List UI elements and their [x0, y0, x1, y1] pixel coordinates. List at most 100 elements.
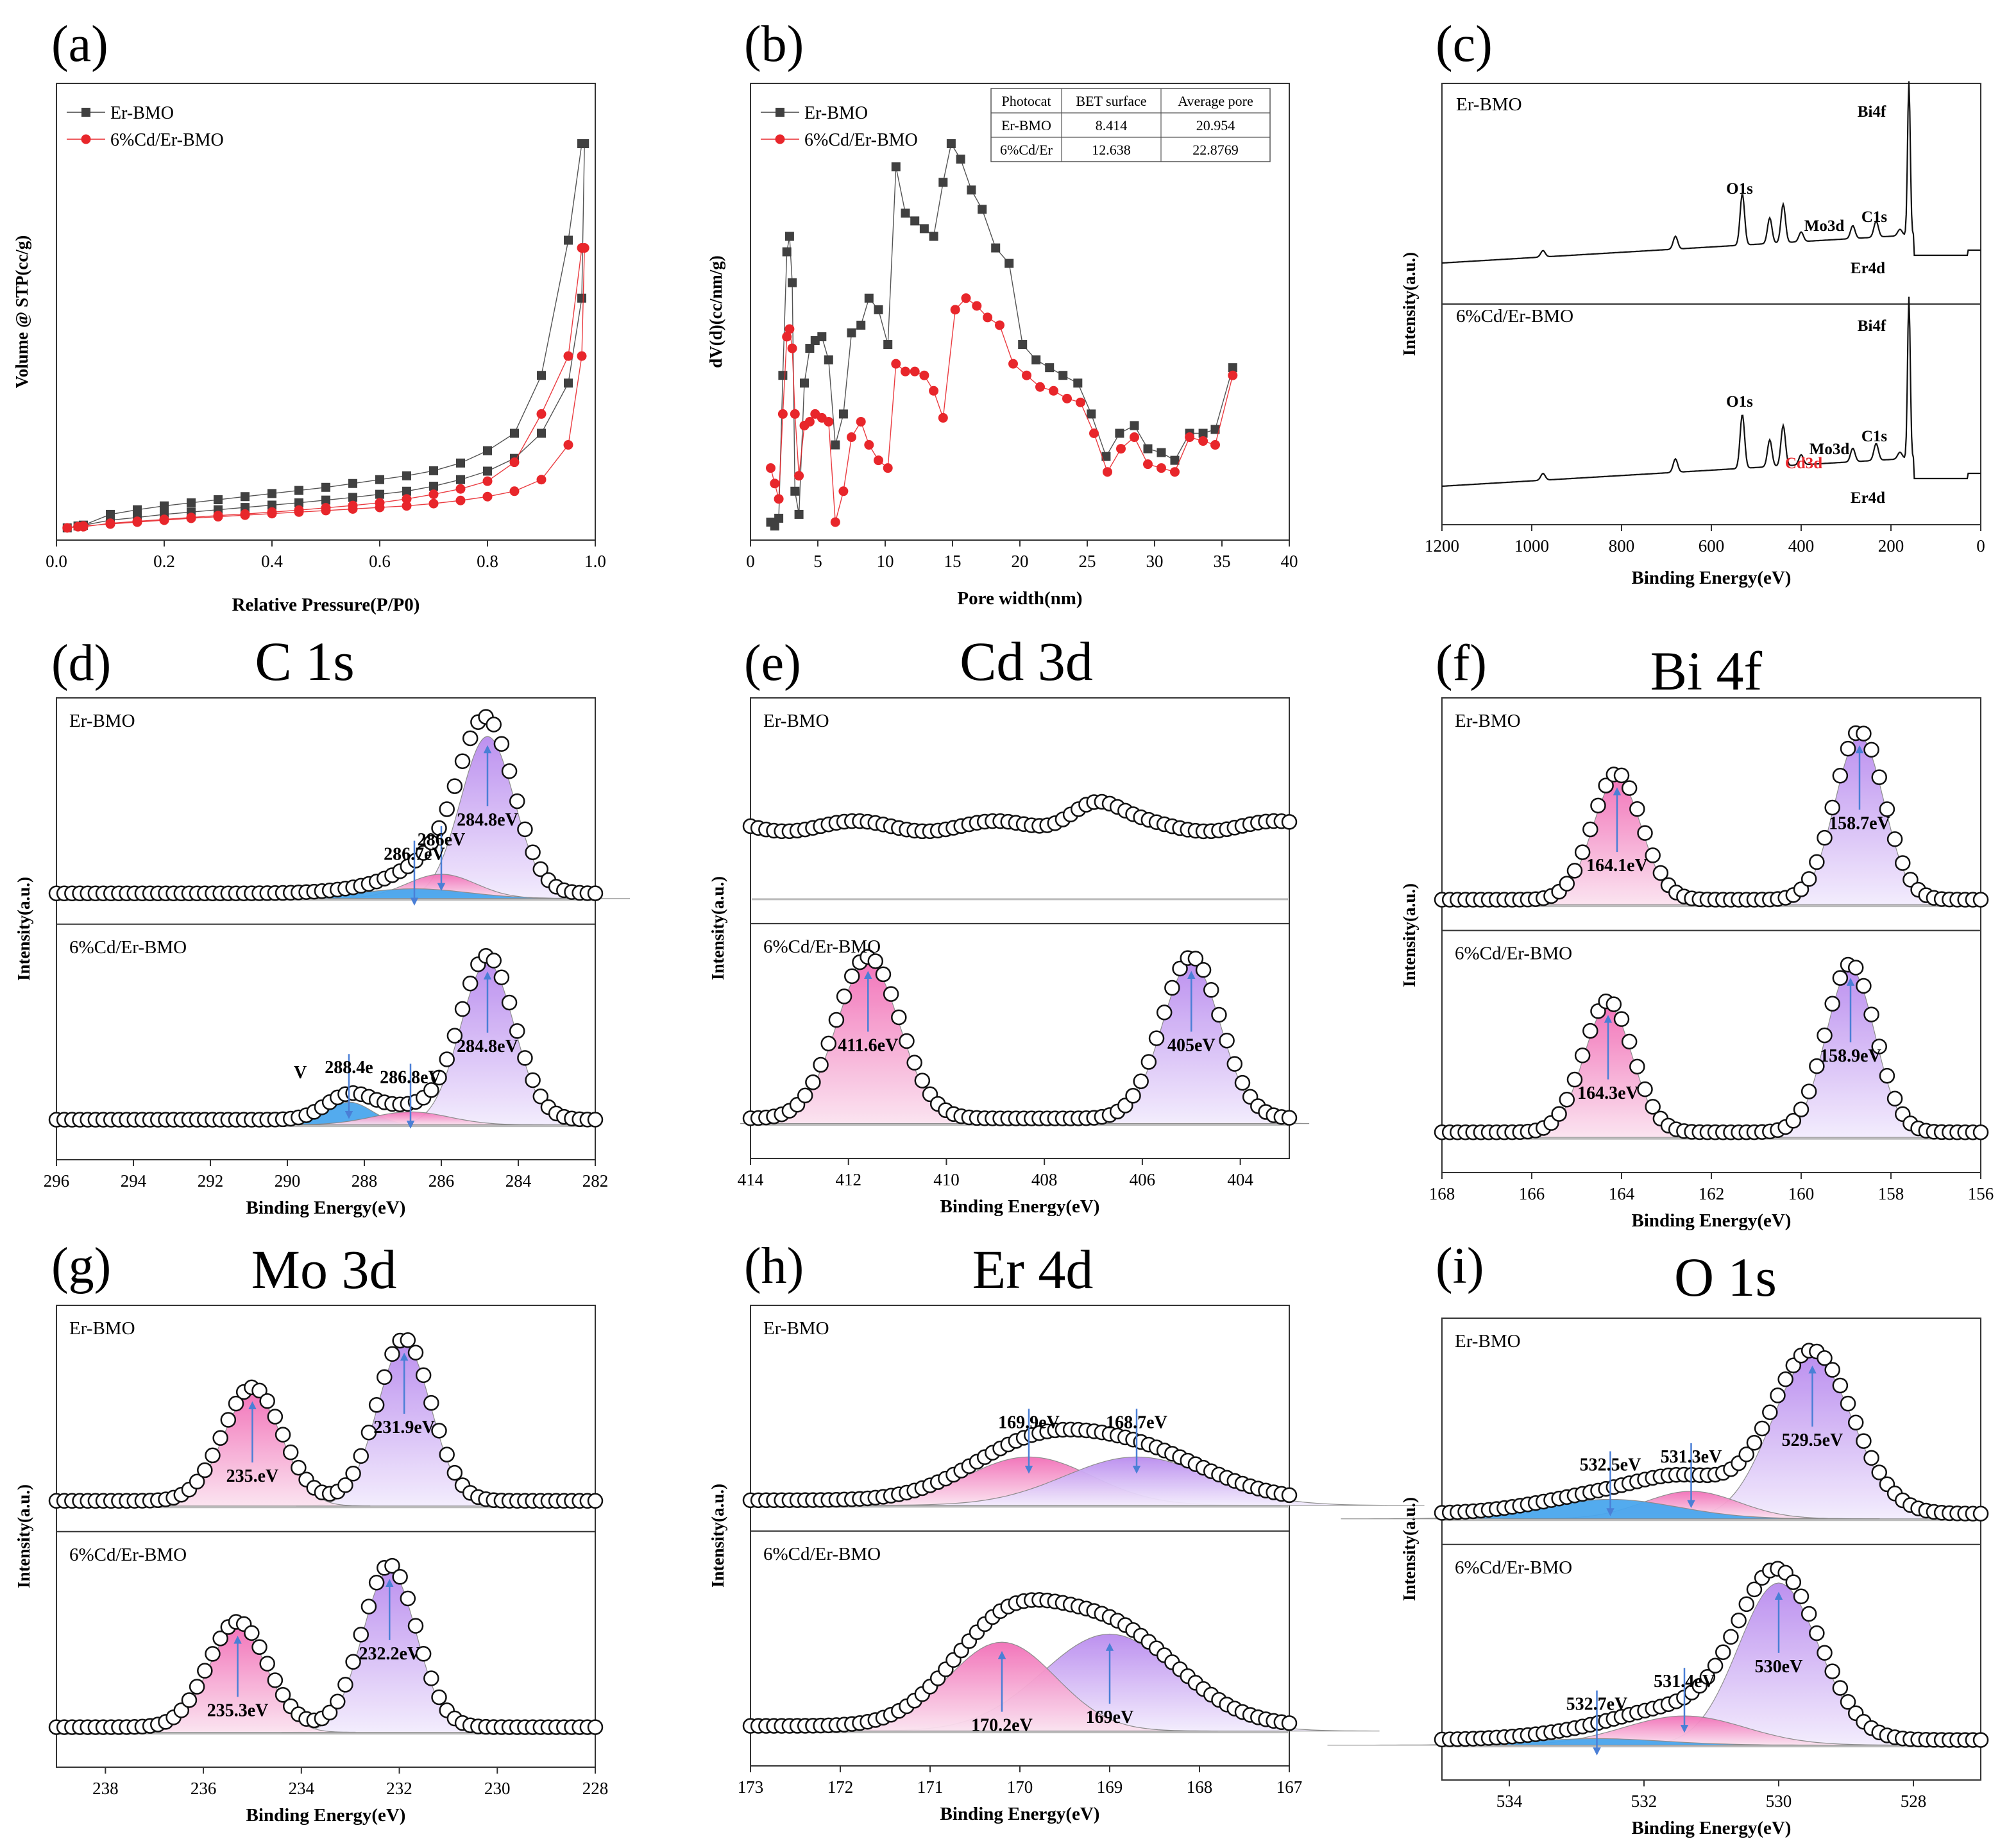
panel-g-frame	[56, 1305, 596, 1768]
panel-a-xtick-label: 1.0	[584, 552, 606, 571]
raw-data-point	[493, 736, 510, 752]
raw-data-point	[400, 1332, 416, 1348]
raw-data-point	[1637, 825, 1653, 841]
peak-label: 169.9eV	[998, 1412, 1060, 1432]
point-b-square	[782, 247, 792, 257]
peak-label: 286.7eV	[384, 845, 445, 865]
peak-label: 532.7eV	[1566, 1694, 1628, 1714]
raw-data-point	[1824, 1362, 1840, 1378]
point-b-square	[1130, 421, 1139, 430]
legend-marker-circle	[81, 134, 91, 144]
panel-g-xtick-label: 234	[289, 1779, 315, 1798]
raw-data-point	[181, 1692, 198, 1708]
peak-annotation: Mo3d	[1804, 217, 1845, 235]
panel-a-xtick-label: 0.8	[477, 552, 498, 571]
point-b-circle	[804, 416, 815, 427]
panel-g-ylabel: Intensity(a.u.)	[14, 1484, 33, 1588]
raw-data-point	[1645, 847, 1661, 863]
panel-i-xtick-label: 534	[1496, 1792, 1523, 1811]
panel-h-xtick-label: 167	[1276, 1777, 1303, 1797]
raw-data-point	[415, 1645, 432, 1662]
panel-b-xtick-label: 25	[1079, 552, 1096, 571]
panel-e-xtick-label: 406	[1130, 1170, 1156, 1189]
raw-data-point	[446, 1028, 463, 1044]
panel-b-xtick-label: 20	[1012, 552, 1029, 571]
raw-data-point	[1559, 876, 1575, 892]
table-frame	[990, 88, 1271, 162]
raw-data-point	[1219, 1032, 1235, 1049]
raw-data-point	[1140, 1054, 1157, 1070]
point-b-square	[770, 521, 779, 530]
raw-data-point	[1234, 1074, 1251, 1091]
panel-letter: (f)	[1436, 635, 1487, 691]
panel-f-xlabel: Binding Energy(eV)	[1632, 1210, 1792, 1231]
peak-label: 235.3eV	[207, 1700, 269, 1720]
point-a-square	[510, 428, 519, 438]
raw-data-point	[462, 730, 479, 747]
raw-data-point	[1621, 780, 1638, 796]
peak-label: 164.3eV	[1577, 1083, 1639, 1103]
panel-title: Cd 3d	[960, 631, 1093, 692]
raw-data-point	[820, 1035, 836, 1052]
point-b-circle	[929, 386, 939, 396]
panel-i-ylabel: Intensity(a.u.)	[1400, 1497, 1419, 1601]
raw-data-point	[1559, 1091, 1575, 1108]
point-a-circle	[240, 509, 250, 519]
panel-g-xtick-label: 232	[386, 1779, 412, 1798]
raw-data-point	[1793, 881, 1809, 897]
panel-a-xlabel: Relative Pressure(P/P0)	[232, 595, 420, 615]
raw-data-point	[1879, 1067, 1895, 1084]
peak-label: 232.2eV	[359, 1644, 420, 1664]
panel-title: O 1s	[1674, 1246, 1777, 1308]
raw-data-point	[501, 763, 518, 779]
raw-data-point	[1598, 777, 1614, 793]
survey-line-cd-er-bmo	[1441, 296, 1981, 487]
subplot-label: 6%Cd/Er-BMO	[1455, 944, 1572, 964]
raw-data-point	[1840, 740, 1856, 757]
raw-data-point	[1731, 1612, 1747, 1629]
point-b-circle	[824, 416, 834, 427]
raw-data-point	[1582, 1022, 1598, 1039]
raw-data-point	[1172, 960, 1188, 977]
raw-data-point	[1793, 1101, 1809, 1117]
raw-data-point	[1133, 1073, 1149, 1090]
raw-data-point	[1824, 996, 1840, 1012]
panel-e-xtick-label: 414	[738, 1170, 764, 1189]
raw-data-point	[1847, 960, 1864, 976]
raw-data-point	[486, 953, 502, 969]
raw-data-point	[368, 1575, 385, 1591]
point-a-square	[537, 371, 546, 380]
raw-data-point	[509, 1023, 525, 1039]
raw-data-point	[205, 1447, 221, 1464]
point-a-circle	[186, 513, 196, 523]
point-a-circle	[577, 243, 587, 253]
raw-data-point	[360, 1424, 377, 1441]
raw-data-point	[1566, 863, 1583, 879]
raw-data-point	[1746, 1581, 1763, 1598]
point-b-circle	[1170, 467, 1180, 477]
panel-h-ylabel: Intensity(a.u.)	[708, 1484, 727, 1588]
panel-e-xtick-label: 408	[1031, 1170, 1058, 1189]
raw-data-point	[836, 988, 852, 1005]
point-a-circle	[78, 521, 89, 532]
raw-data-point	[251, 1382, 267, 1399]
panel-i-xtick-label: 528	[1901, 1792, 1927, 1811]
panel-d-xtick-label: 282	[582, 1171, 609, 1191]
panel-g-xtick-label: 236	[191, 1779, 217, 1798]
raw-data-point	[377, 1369, 393, 1386]
point-b-circle	[777, 409, 788, 419]
panel-c-xtick-label: 400	[1788, 536, 1815, 555]
raw-data-point	[1281, 814, 1298, 830]
subplot-label: 6%Cd/Er-BMO	[1456, 306, 1573, 326]
raw-data-point	[446, 1464, 463, 1481]
panel-h-xlabel: Binding Energy(eV)	[940, 1804, 1100, 1824]
raw-data-point	[337, 1477, 353, 1493]
point-a-square	[456, 458, 465, 468]
point-a-circle	[62, 523, 72, 533]
point-b-circle	[938, 412, 948, 423]
point-b-circle	[1008, 359, 1018, 369]
peak-annotation: Bi4f	[1858, 318, 1886, 335]
point-b-circle	[782, 332, 792, 342]
raw-data-point	[1856, 978, 1872, 994]
